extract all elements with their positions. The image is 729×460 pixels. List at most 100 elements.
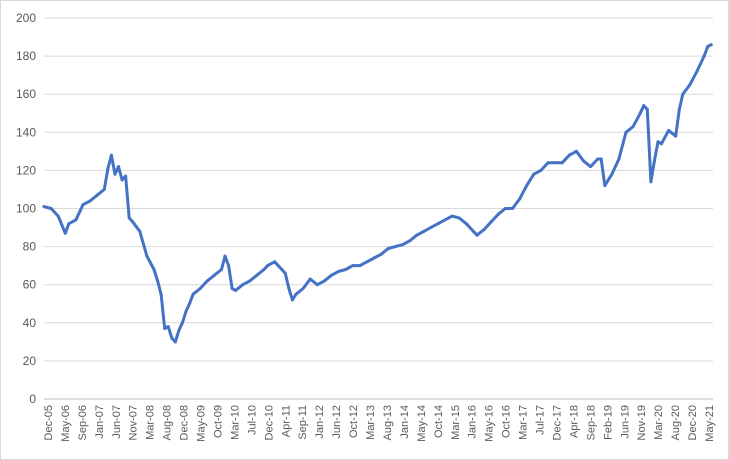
data-point — [109, 153, 113, 157]
data-point — [603, 184, 607, 188]
data-point — [290, 298, 294, 302]
x-tick-label: May-16 — [484, 405, 496, 442]
data-point — [287, 287, 291, 290]
data-point — [358, 264, 362, 268]
data-point — [649, 180, 653, 184]
data-point — [582, 159, 585, 163]
data-point — [188, 302, 191, 306]
data-point — [266, 264, 270, 268]
data-point — [177, 328, 181, 332]
series-layer — [42, 43, 713, 344]
data-point — [145, 254, 149, 258]
data-point — [184, 309, 188, 313]
x-tick-label: Aug-13 — [382, 405, 394, 440]
x-tick-label: Aug-20 — [670, 405, 682, 440]
data-point — [429, 226, 433, 229]
y-tick-label: 60 — [23, 278, 37, 292]
data-point — [475, 233, 479, 237]
data-point — [518, 197, 522, 201]
data-point — [88, 199, 92, 203]
data-point — [212, 273, 216, 277]
data-point — [273, 260, 277, 264]
x-tick-label: Mar-13 — [365, 405, 377, 440]
data-point — [408, 239, 412, 243]
series-line — [42, 43, 713, 344]
data-point — [379, 252, 383, 256]
x-tick-label: Nov-07 — [128, 405, 140, 440]
x-tick-label: Mar-20 — [653, 405, 665, 440]
data-point — [560, 161, 564, 165]
data-point — [322, 279, 326, 283]
data-point — [574, 149, 578, 153]
data-point — [489, 220, 493, 224]
data-point — [315, 283, 319, 287]
y-tick-label: 0 — [29, 392, 36, 406]
x-tick-label: Jul-17 — [535, 405, 547, 435]
data-point — [262, 268, 266, 271]
data-point — [401, 243, 404, 247]
data-point — [337, 269, 341, 273]
data-point — [74, 218, 78, 222]
x-tick-label: Oct-09 — [212, 405, 224, 438]
data-point — [351, 264, 355, 268]
data-point — [163, 327, 167, 330]
data-point — [205, 279, 209, 283]
data-point — [706, 45, 710, 49]
data-point — [674, 134, 678, 138]
data-point — [49, 207, 53, 210]
data-point — [230, 287, 234, 290]
data-point — [223, 254, 227, 258]
x-tick-label: Mar-10 — [229, 405, 241, 440]
x-tick-label: May-09 — [196, 405, 208, 442]
x-tick-label: Dec-17 — [551, 405, 563, 440]
data-point — [464, 222, 468, 226]
data-point — [283, 271, 287, 275]
data-point — [241, 283, 245, 287]
data-point — [471, 229, 475, 233]
data-point — [677, 107, 681, 111]
data-point — [138, 229, 142, 233]
data-point — [227, 264, 231, 268]
data-point — [539, 168, 543, 172]
x-tick-label: May-21 — [704, 405, 716, 442]
x-tick-label: Nov-19 — [636, 405, 648, 440]
y-tick-label: 40 — [23, 316, 37, 330]
data-point — [656, 140, 660, 144]
x-tick-label: Jan-14 — [399, 405, 411, 439]
data-point — [344, 268, 348, 271]
data-point — [120, 178, 124, 182]
data-point — [170, 336, 174, 340]
data-point — [308, 277, 312, 281]
data-point — [553, 161, 557, 165]
data-point — [422, 229, 426, 233]
x-tick-label: Apr-11 — [280, 405, 292, 437]
x-tick-label: Feb-19 — [602, 405, 614, 440]
data-point — [645, 107, 649, 111]
x-tick-label: Jan-12 — [314, 405, 326, 439]
data-point — [198, 287, 202, 290]
data-point — [457, 216, 461, 220]
x-tick-label: Dec-10 — [263, 405, 275, 440]
data-point — [624, 130, 628, 134]
data-point — [642, 104, 646, 108]
x-tick-label: Mar-15 — [450, 405, 462, 440]
data-point — [63, 231, 67, 235]
data-point — [617, 157, 621, 161]
data-point — [131, 220, 135, 224]
data-point — [695, 69, 699, 73]
data-point — [248, 279, 252, 283]
x-tick-label: Mar-17 — [518, 405, 530, 440]
data-point — [280, 268, 284, 271]
x-tick-label: Jul-10 — [246, 405, 258, 435]
data-point — [67, 222, 71, 226]
data-point — [180, 321, 184, 325]
x-tick-label: May-14 — [416, 405, 428, 442]
data-point — [106, 167, 110, 170]
y-tick-label: 200 — [16, 11, 36, 25]
data-point — [330, 273, 333, 277]
y-tick-label: 180 — [16, 49, 36, 63]
data-point — [496, 212, 500, 216]
x-tick-label: Dec-05 — [43, 405, 55, 440]
